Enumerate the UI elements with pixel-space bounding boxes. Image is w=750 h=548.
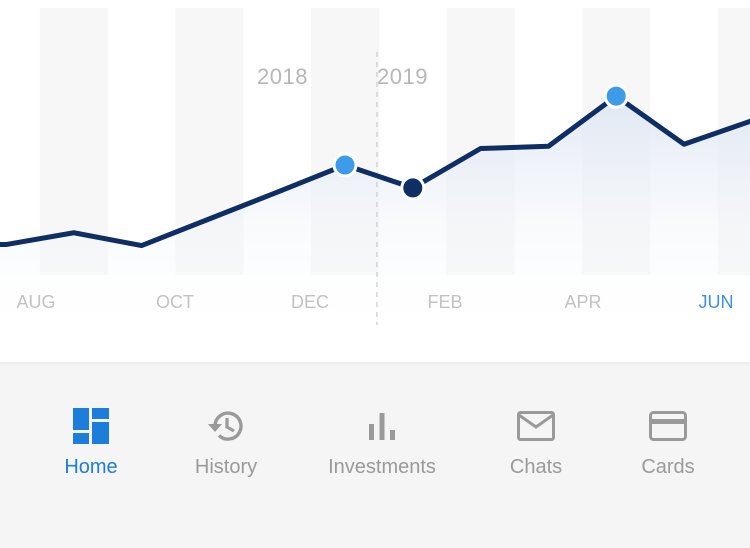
year-label-2019: 2019 xyxy=(377,64,428,89)
nav-item-cards[interactable]: Cards xyxy=(593,406,743,479)
data-point-dec xyxy=(332,152,358,178)
nav-item-chats[interactable]: Chats xyxy=(461,406,611,479)
history-icon xyxy=(208,411,243,441)
year-label-2018: 2018 xyxy=(257,64,308,89)
data-point-apr xyxy=(603,83,629,109)
chart-canvas xyxy=(0,52,750,340)
area-fill xyxy=(0,96,750,340)
nav-item-history[interactable]: History xyxy=(151,406,301,479)
nav-label-history: History xyxy=(194,456,258,478)
nav-divider xyxy=(0,362,750,366)
balance-chart: 2018 2019 AUG OCT DEC FEB APR JUN xyxy=(0,52,750,340)
series-line xyxy=(0,93,750,249)
mail-icon xyxy=(517,411,555,441)
month-tick-jun[interactable]: JUN xyxy=(698,292,734,312)
month-tick-oct[interactable]: OCT xyxy=(156,292,194,312)
credit-card-icon xyxy=(649,411,687,441)
month-tick-dec[interactable]: DEC xyxy=(290,292,329,312)
nav-item-home[interactable]: Home xyxy=(16,406,166,479)
nav-label-cards: Cards xyxy=(641,456,695,478)
nav-label-home: Home xyxy=(64,456,118,478)
month-tick-aug[interactable]: AUG xyxy=(16,292,56,312)
nav-item-investments[interactable]: Investments xyxy=(307,406,457,479)
bottom-navigation: Home History Investments Chats Cards xyxy=(0,366,750,548)
nav-label-investments: Investments xyxy=(328,456,436,478)
nav-label-chats: Chats xyxy=(509,456,563,478)
data-point-jan xyxy=(400,175,426,201)
dashboard-icon xyxy=(73,408,109,444)
bar-chart-icon xyxy=(369,413,395,440)
month-tick-apr[interactable]: APR xyxy=(564,292,602,312)
month-tick-feb[interactable]: FEB xyxy=(427,292,463,312)
